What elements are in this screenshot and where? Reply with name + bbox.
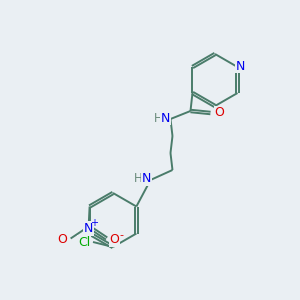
Text: N: N: [84, 222, 93, 235]
Text: H: H: [134, 172, 143, 185]
Text: +: +: [90, 218, 98, 229]
Text: N: N: [236, 59, 245, 73]
Text: O: O: [58, 233, 68, 246]
Text: N: N: [161, 112, 170, 124]
Text: -: -: [120, 230, 124, 241]
Text: N: N: [142, 172, 151, 185]
Text: Cl: Cl: [78, 236, 90, 248]
Text: O: O: [110, 233, 120, 246]
Text: H: H: [154, 112, 163, 124]
Text: O: O: [214, 106, 224, 119]
